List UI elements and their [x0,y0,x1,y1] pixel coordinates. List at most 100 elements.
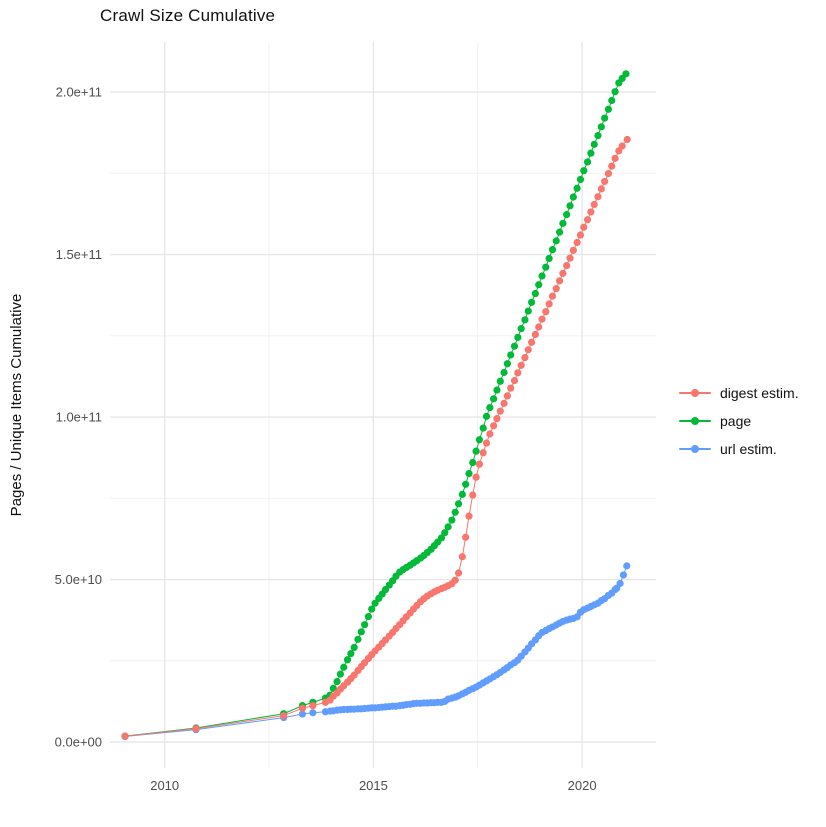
data-point [531,289,539,298]
data-point [590,140,598,148]
data-point [510,377,519,385]
chart-title: Crawl Size Cumulative [100,6,276,25]
data-point [458,490,466,498]
data-point [298,704,307,712]
data-point [462,533,470,541]
data-point [559,269,567,277]
data-point [604,105,613,113]
data-point [583,216,592,224]
data-point [590,200,598,209]
x-tick-label: 2020 [568,778,597,793]
data-point [361,621,369,629]
data-point [451,508,459,516]
data-point [594,193,602,201]
data-point [597,185,605,193]
data-point [573,184,581,192]
data-point [604,170,613,178]
data-point [507,351,515,359]
data-point [354,635,362,643]
data-point [545,300,553,308]
data-point [618,142,626,150]
data-point [566,254,574,262]
data-point [493,415,501,423]
data-point [514,333,522,342]
data-point [563,210,571,219]
legend-item-digest-estim: digest estim. [678,379,799,407]
data-point [576,175,585,184]
data-point [458,553,466,561]
data-point [503,392,511,400]
data-point [608,162,616,170]
data-point [514,369,522,377]
data-point [601,177,609,186]
data-point [490,395,498,403]
data-point [368,605,376,613]
data-point [531,330,539,339]
data-point [350,643,358,652]
data-point [371,599,379,607]
data-point [517,361,525,369]
data-point [510,342,519,350]
data-point [454,500,463,508]
data-point [451,576,459,584]
data-point [580,223,588,231]
data-point [472,447,480,455]
y-axis-title: Pages / Unique Items Cumulative [8,293,25,517]
data-point [548,292,557,300]
data-point [280,712,288,720]
data-point [357,628,365,636]
data-point [548,246,557,254]
data-point [469,491,477,499]
data-point [542,308,550,316]
data-point [486,403,494,412]
data-point [309,702,317,710]
data-point [619,571,628,579]
data-point [496,377,504,385]
data-point [566,202,574,210]
data-point [535,281,543,289]
legend-label-page: page [720,413,752,429]
legend-item-page: page [678,407,799,435]
data-point [555,277,564,285]
y-tick-label: 1.5e+11 [56,247,102,262]
data-point [486,430,494,438]
data-point [545,254,553,263]
data-point [364,612,372,621]
data-point [542,263,550,271]
data-point [465,469,473,478]
data-point [340,663,348,671]
legend-key-page-icon [678,414,712,428]
data-point [507,384,515,392]
y-tick-label: 5.0e+10 [55,572,102,587]
x-tick-label: 2015 [359,778,388,793]
data-point [583,158,592,166]
data-point [500,399,508,407]
data-point [601,114,609,122]
data-point [496,407,504,415]
data-point [475,460,484,468]
legend: digest estim. page url estim. [678,379,799,463]
data-point [569,193,577,201]
data-point [538,315,546,323]
data-point [524,307,532,315]
data-point [594,131,602,140]
data-point [528,298,536,306]
data-point [479,449,487,457]
data-point [482,412,491,420]
data-point [587,208,595,216]
data-point [576,231,585,239]
data-point [563,261,571,270]
data-point [587,149,595,157]
data-point [462,480,470,488]
data-point [569,246,577,254]
data-point [333,677,341,686]
legend-label-url-estim: url estim. [720,441,777,457]
data-point [336,670,345,678]
data-point [623,135,631,144]
data-point [347,650,355,658]
x-tick-label: 2010 [150,778,179,793]
legend-label-digest-estim: digest estim. [720,385,799,401]
data-point [482,439,491,447]
